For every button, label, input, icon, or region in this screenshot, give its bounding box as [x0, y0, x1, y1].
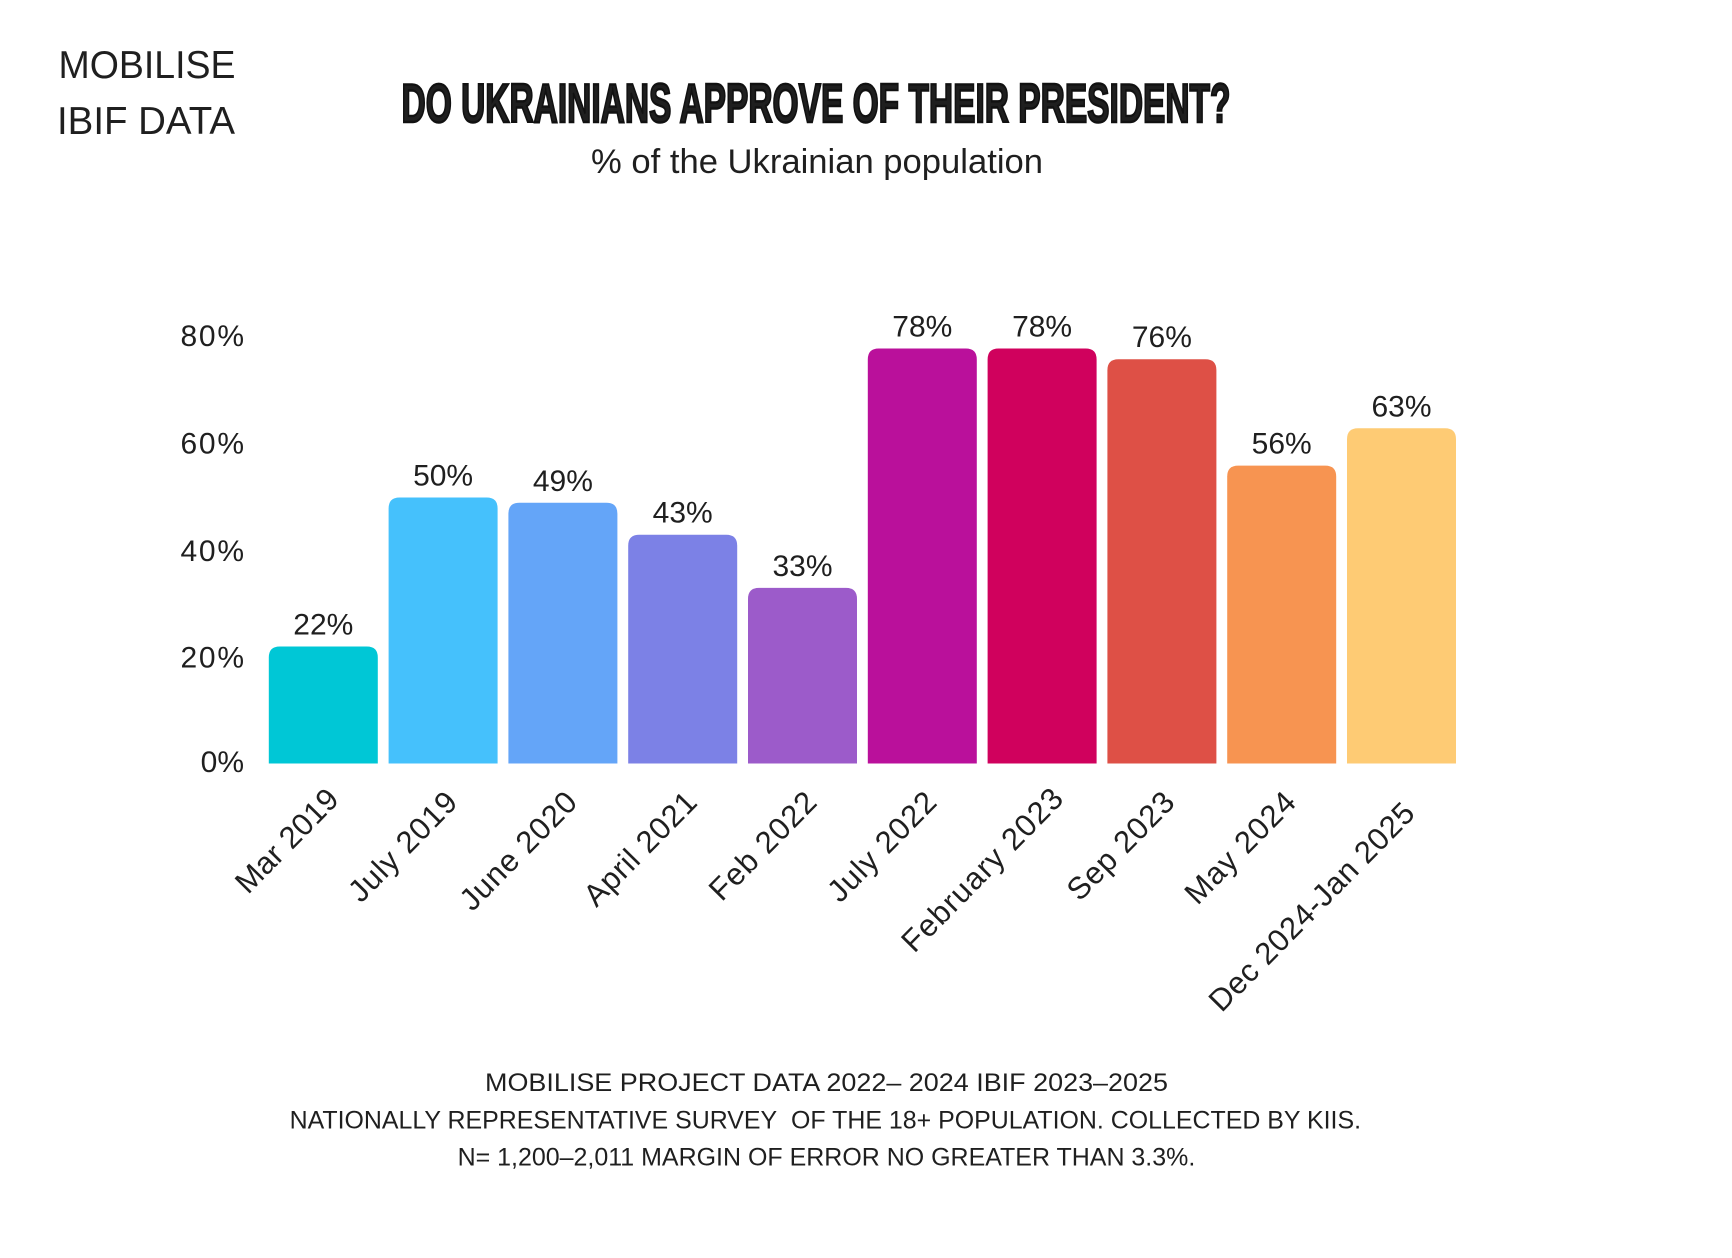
svg-text:IBIF DATA: IBIF DATA: [57, 100, 235, 143]
svg-text:MOBILISE PROJECT DATA 2022– 20: MOBILISE PROJECT DATA 2022– 2024 IBIF 20…: [485, 1069, 1168, 1097]
svg-text:50%: 50%: [413, 460, 473, 493]
svg-text:NATIONALLY REPRESENTATIVE SURV: NATIONALLY REPRESENTATIVE SURVEY OF THE …: [290, 1107, 1361, 1135]
svg-text:43%: 43%: [653, 497, 713, 530]
svg-text:78%: 78%: [892, 311, 952, 344]
svg-text:33%: 33%: [772, 550, 832, 583]
svg-text:DO UKRAINIANS APPROVE OF THEIR: DO UKRAINIANS APPROVE OF THEIR PRESIDENT…: [402, 72, 1231, 134]
svg-text:22%: 22%: [293, 609, 353, 642]
svg-text:80%: 80%: [181, 320, 245, 353]
svg-text:N= 1,200–2,011 MARGIN OF ERROR: N= 1,200–2,011 MARGIN OF ERROR NO GREATE…: [458, 1144, 1196, 1172]
svg-text:56%: 56%: [1252, 428, 1312, 461]
svg-text:63%: 63%: [1371, 390, 1431, 423]
svg-text:78%: 78%: [1012, 311, 1072, 344]
svg-text:MOBILISE: MOBILISE: [59, 44, 236, 87]
svg-text:0%: 0%: [201, 746, 244, 779]
svg-text:76%: 76%: [1132, 321, 1192, 354]
svg-text:20%: 20%: [181, 642, 245, 675]
svg-text:49%: 49%: [533, 465, 593, 498]
svg-text:60%: 60%: [181, 428, 245, 461]
svg-text:% of the Ukrainian population: % of the Ukrainian population: [591, 143, 1043, 181]
svg-text:40%: 40%: [181, 535, 245, 568]
